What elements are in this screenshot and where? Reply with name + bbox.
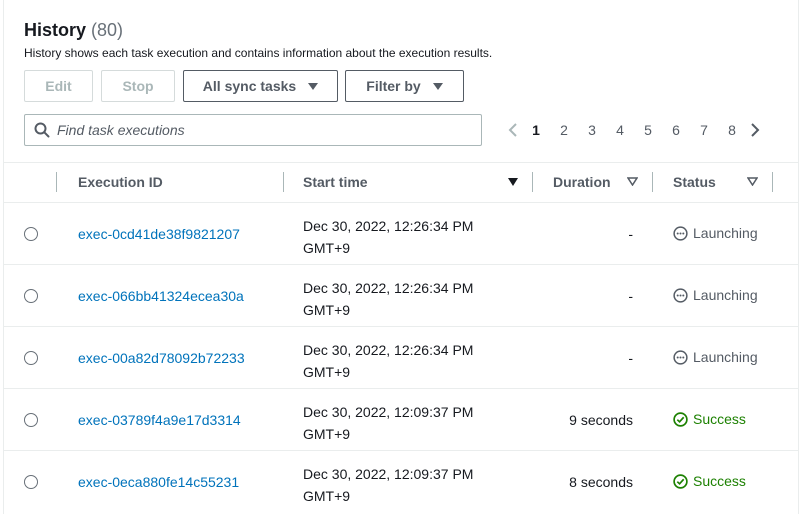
start-time-cell: Dec 30, 2022, 12:09:37 PM GMT+9	[303, 463, 473, 507]
duration-cell: 8 seconds	[569, 474, 633, 490]
search-box	[24, 114, 482, 146]
task-filter-dropdown[interactable]: All sync tasks	[183, 70, 338, 102]
status-cell: Launching	[673, 349, 758, 365]
column-divider[interactable]	[772, 172, 773, 192]
page-2-button[interactable]: 2	[560, 122, 568, 138]
status-label: Success	[693, 411, 746, 427]
caret-down-icon	[308, 82, 319, 90]
page-1-button[interactable]: 1	[532, 122, 540, 138]
column-header-status[interactable]: Status	[673, 174, 716, 190]
start-time-date: Dec 30, 2022, 12:09:37 PM	[303, 404, 474, 420]
pending-icon	[673, 287, 688, 303]
status-cell: Success	[673, 473, 746, 489]
start-time-cell: Dec 30, 2022, 12:26:34 PM GMT+9	[303, 215, 473, 259]
table-row[interactable]: exec-03789f4a9e17d3314 Dec 30, 2022, 12:…	[4, 388, 798, 450]
row-select-radio[interactable]	[24, 413, 38, 427]
table-row[interactable]: exec-00a82d78092b72233 Dec 30, 2022, 12:…	[4, 326, 798, 388]
filter-by-label: Filter by	[366, 78, 421, 94]
start-time-date: Dec 30, 2022, 12:26:34 PM	[303, 218, 474, 234]
duration-cell: 9 seconds	[569, 412, 633, 428]
task-filter-label: All sync tasks	[202, 78, 297, 94]
duration-cell: -	[628, 288, 633, 304]
page-3-button[interactable]: 3	[588, 122, 596, 138]
status-label: Success	[693, 473, 746, 489]
pagination: 1 2 3 4 5 6 7 8	[504, 120, 764, 140]
table-row[interactable]: exec-0eca880fe14c55231 Dec 30, 2022, 12:…	[4, 450, 798, 512]
status-cell: Launching	[673, 225, 758, 241]
duration-cell: -	[628, 350, 633, 366]
sort-descending-icon[interactable]	[508, 178, 518, 186]
pending-icon	[673, 225, 688, 241]
pending-icon	[673, 349, 688, 365]
history-count: (80)	[91, 20, 124, 40]
chevron-right-icon	[751, 123, 760, 137]
execution-id-link[interactable]: exec-0eca880fe14c55231	[78, 474, 240, 490]
row-select-radio[interactable]	[24, 475, 38, 489]
start-time-zone: GMT+9	[303, 488, 351, 504]
row-select-radio[interactable]	[24, 289, 38, 303]
search-icon	[34, 122, 50, 138]
chevron-left-icon	[508, 123, 517, 137]
column-divider[interactable]	[283, 172, 284, 192]
status-cell: Success	[673, 411, 746, 427]
execution-id-link[interactable]: exec-03789f4a9e17d3314	[78, 412, 241, 428]
page-description: History shows each task execution and co…	[24, 46, 493, 60]
search-input[interactable]	[57, 122, 457, 138]
execution-id-link[interactable]: exec-0cd41de38f9821207	[78, 226, 240, 242]
caret-down-icon	[432, 82, 443, 90]
stop-button[interactable]: Stop	[101, 70, 175, 102]
duration-cell: -	[628, 226, 633, 242]
edit-button[interactable]: Edit	[24, 70, 93, 102]
column-header-execution-id[interactable]: Execution ID	[78, 174, 163, 190]
history-panel	[3, 0, 799, 514]
column-header-start-time[interactable]: Start time	[303, 174, 368, 190]
start-time-cell: Dec 30, 2022, 12:09:37 PM GMT+9	[303, 401, 473, 445]
sort-caret-icon[interactable]	[627, 177, 638, 186]
status-label: Launching	[693, 287, 758, 303]
column-header-duration[interactable]: Duration	[553, 174, 611, 190]
page-6-button[interactable]: 6	[672, 122, 680, 138]
execution-id-link[interactable]: exec-066bb41324ecea30a	[78, 288, 244, 304]
row-select-radio[interactable]	[24, 227, 38, 241]
start-time-cell: Dec 30, 2022, 12:26:34 PM GMT+9	[303, 339, 473, 383]
start-time-date: Dec 30, 2022, 12:09:37 PM	[303, 466, 474, 482]
row-select-radio[interactable]	[24, 351, 38, 365]
column-divider	[56, 172, 57, 192]
page-8-button[interactable]: 8	[728, 122, 736, 138]
table-row[interactable]: exec-066bb41324ecea30a Dec 30, 2022, 12:…	[4, 264, 798, 326]
table-top-divider	[4, 162, 798, 163]
page-title: History	[24, 20, 87, 40]
start-time-zone: GMT+9	[303, 364, 351, 380]
page-7-button[interactable]: 7	[700, 122, 708, 138]
start-time-zone: GMT+9	[303, 426, 351, 442]
next-page-button[interactable]	[746, 120, 764, 140]
page-5-button[interactable]: 5	[644, 122, 652, 138]
page-header: History (80)	[24, 20, 123, 41]
start-time-date: Dec 30, 2022, 12:26:34 PM	[303, 280, 474, 296]
status-label: Launching	[693, 225, 758, 241]
sort-caret-icon[interactable]	[747, 177, 758, 186]
check-circle-icon	[673, 411, 688, 427]
start-time-zone: GMT+9	[303, 240, 351, 256]
start-time-date: Dec 30, 2022, 12:26:34 PM	[303, 342, 474, 358]
execution-id-link[interactable]: exec-00a82d78092b72233	[78, 350, 245, 366]
previous-page-button[interactable]	[504, 120, 522, 140]
column-divider[interactable]	[532, 172, 533, 192]
page-4-button[interactable]: 4	[616, 122, 624, 138]
table-header: Execution ID Start time Duration Status	[4, 163, 798, 202]
start-time-cell: Dec 30, 2022, 12:26:34 PM GMT+9	[303, 277, 473, 321]
check-circle-icon	[673, 473, 688, 489]
column-divider[interactable]	[652, 172, 653, 192]
status-label: Launching	[693, 349, 758, 365]
start-time-zone: GMT+9	[303, 302, 351, 318]
status-cell: Launching	[673, 287, 758, 303]
table-row[interactable]: exec-0cd41de38f9821207 Dec 30, 2022, 12:…	[4, 202, 798, 264]
filter-by-dropdown[interactable]: Filter by	[345, 70, 464, 102]
